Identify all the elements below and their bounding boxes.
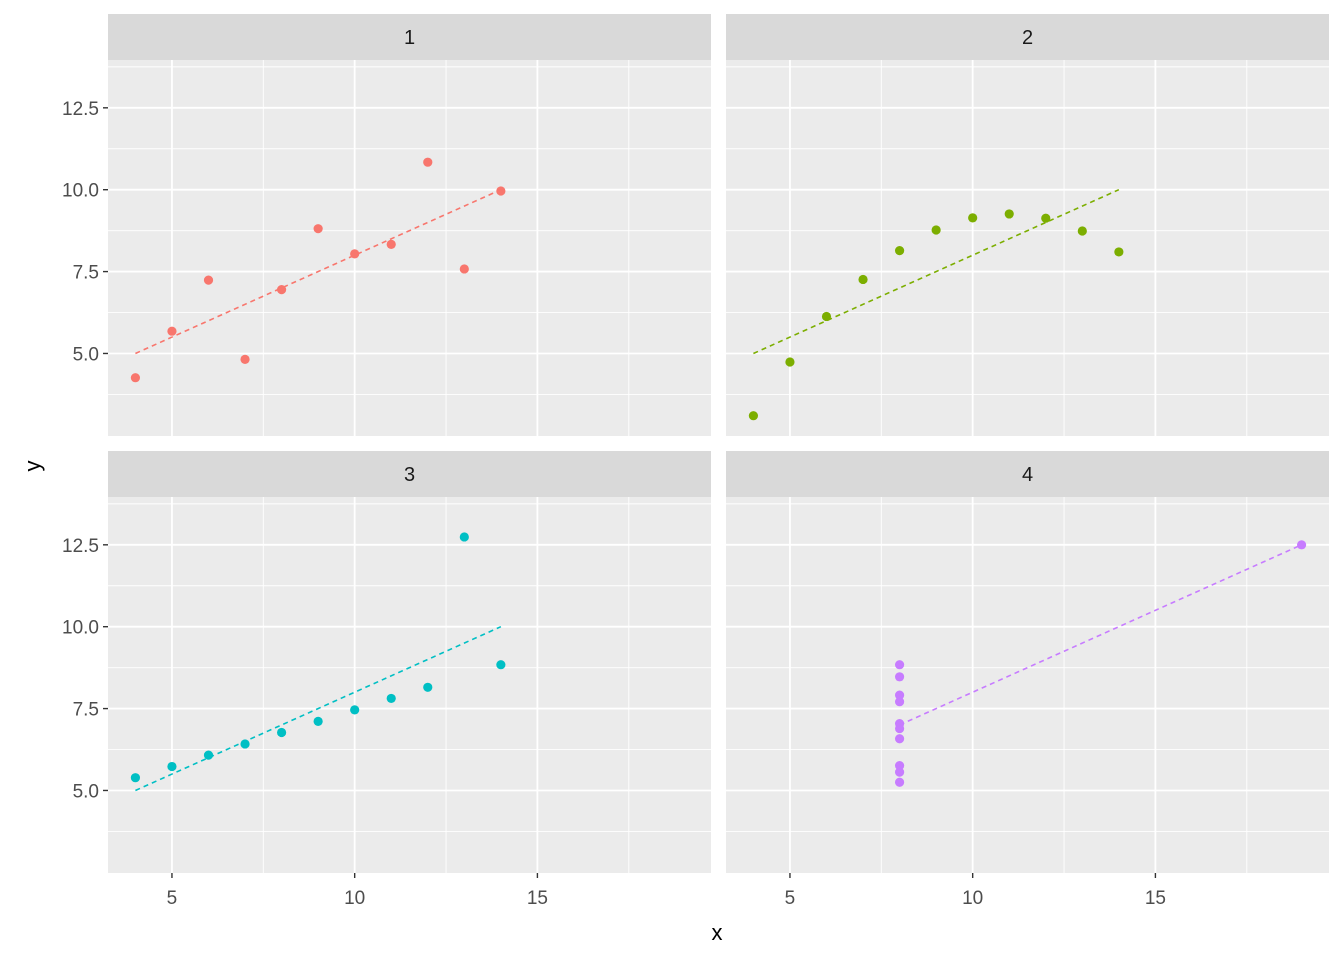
data-point	[313, 224, 323, 234]
facet-strip-label: 1	[404, 27, 415, 49]
facet-strip	[726, 14, 1329, 60]
data-point	[894, 660, 905, 670]
facet-panel-3: 3 5.0 7.5 10.0 12.5 5 10 15	[62, 451, 711, 909]
data-point	[203, 750, 214, 760]
data-point	[276, 727, 287, 738]
fit-line	[899, 544, 1302, 726]
facet-strip-label: 4	[1022, 464, 1033, 486]
panel-background	[726, 60, 1329, 436]
data-point	[130, 373, 141, 383]
data-point	[748, 411, 759, 421]
data-point	[1041, 213, 1051, 223]
data-point	[894, 734, 905, 744]
data-point	[894, 760, 905, 771]
x-axis-title: x	[712, 920, 723, 945]
data-point	[386, 239, 396, 249]
facet-panel-4: 4 5 10 15	[726, 451, 1329, 909]
data-point	[894, 723, 905, 734]
data-point	[858, 274, 868, 285]
data-point	[1114, 247, 1124, 257]
data-point	[459, 532, 469, 542]
data-point	[894, 697, 905, 707]
facet-strip	[108, 451, 711, 497]
x-tick-label: 10	[344, 888, 365, 909]
data-point	[1296, 540, 1307, 550]
data-point	[240, 739, 250, 749]
panel-background	[108, 497, 711, 873]
y-axis-title: y	[20, 461, 45, 472]
data-point	[130, 773, 141, 783]
x-tick-label: 15	[1145, 888, 1166, 909]
data-point	[167, 326, 177, 336]
data-point	[386, 693, 396, 704]
data-point	[350, 249, 360, 259]
y-tick-label: 7.5	[73, 700, 99, 721]
data-point	[894, 672, 905, 682]
y-tick-label: 12.5	[62, 99, 99, 120]
data-point	[167, 761, 177, 772]
fit-line	[135, 188, 502, 355]
x-tick-label: 5	[167, 888, 178, 909]
data-point	[1004, 209, 1014, 219]
data-point	[313, 716, 323, 726]
facet-strip-label: 2	[1022, 27, 1033, 49]
data-point	[931, 225, 941, 235]
x-tick-label: 5	[785, 888, 796, 909]
data-point	[459, 264, 469, 274]
facet-panel-1: 1 5.0 7.5 10.0 12.5	[62, 14, 711, 436]
y-tick-label: 5.0	[73, 781, 99, 802]
data-point	[276, 284, 287, 295]
data-point	[423, 157, 433, 167]
data-point	[785, 357, 795, 367]
data-point	[496, 186, 506, 196]
data-point	[894, 246, 905, 256]
panel-background	[726, 497, 1329, 873]
data-point	[968, 213, 978, 223]
facet-panel-2: 2	[726, 14, 1329, 436]
y-tick-label: 10.0	[62, 618, 99, 639]
data-point	[423, 682, 433, 692]
fit-line	[135, 625, 502, 792]
data-point	[496, 660, 506, 670]
fit-line	[753, 188, 1120, 355]
data-point	[203, 275, 214, 285]
facet-strip-label: 3	[404, 464, 415, 486]
facet-strip	[726, 451, 1329, 497]
data-point	[821, 311, 832, 322]
panel-background	[108, 60, 711, 436]
data-point	[894, 690, 905, 700]
x-tick-label: 10	[962, 888, 983, 909]
y-tick-label: 10.0	[62, 181, 99, 202]
data-point	[240, 354, 250, 364]
facet-strip	[108, 14, 711, 60]
x-tick-label: 15	[527, 888, 548, 909]
y-tick-label: 5.0	[73, 344, 99, 365]
y-tick-label: 7.5	[73, 263, 99, 284]
data-point	[894, 767, 905, 777]
data-point	[894, 777, 905, 787]
data-point	[1077, 226, 1087, 236]
y-tick-label: 12.5	[62, 536, 99, 557]
data-point	[350, 705, 360, 715]
